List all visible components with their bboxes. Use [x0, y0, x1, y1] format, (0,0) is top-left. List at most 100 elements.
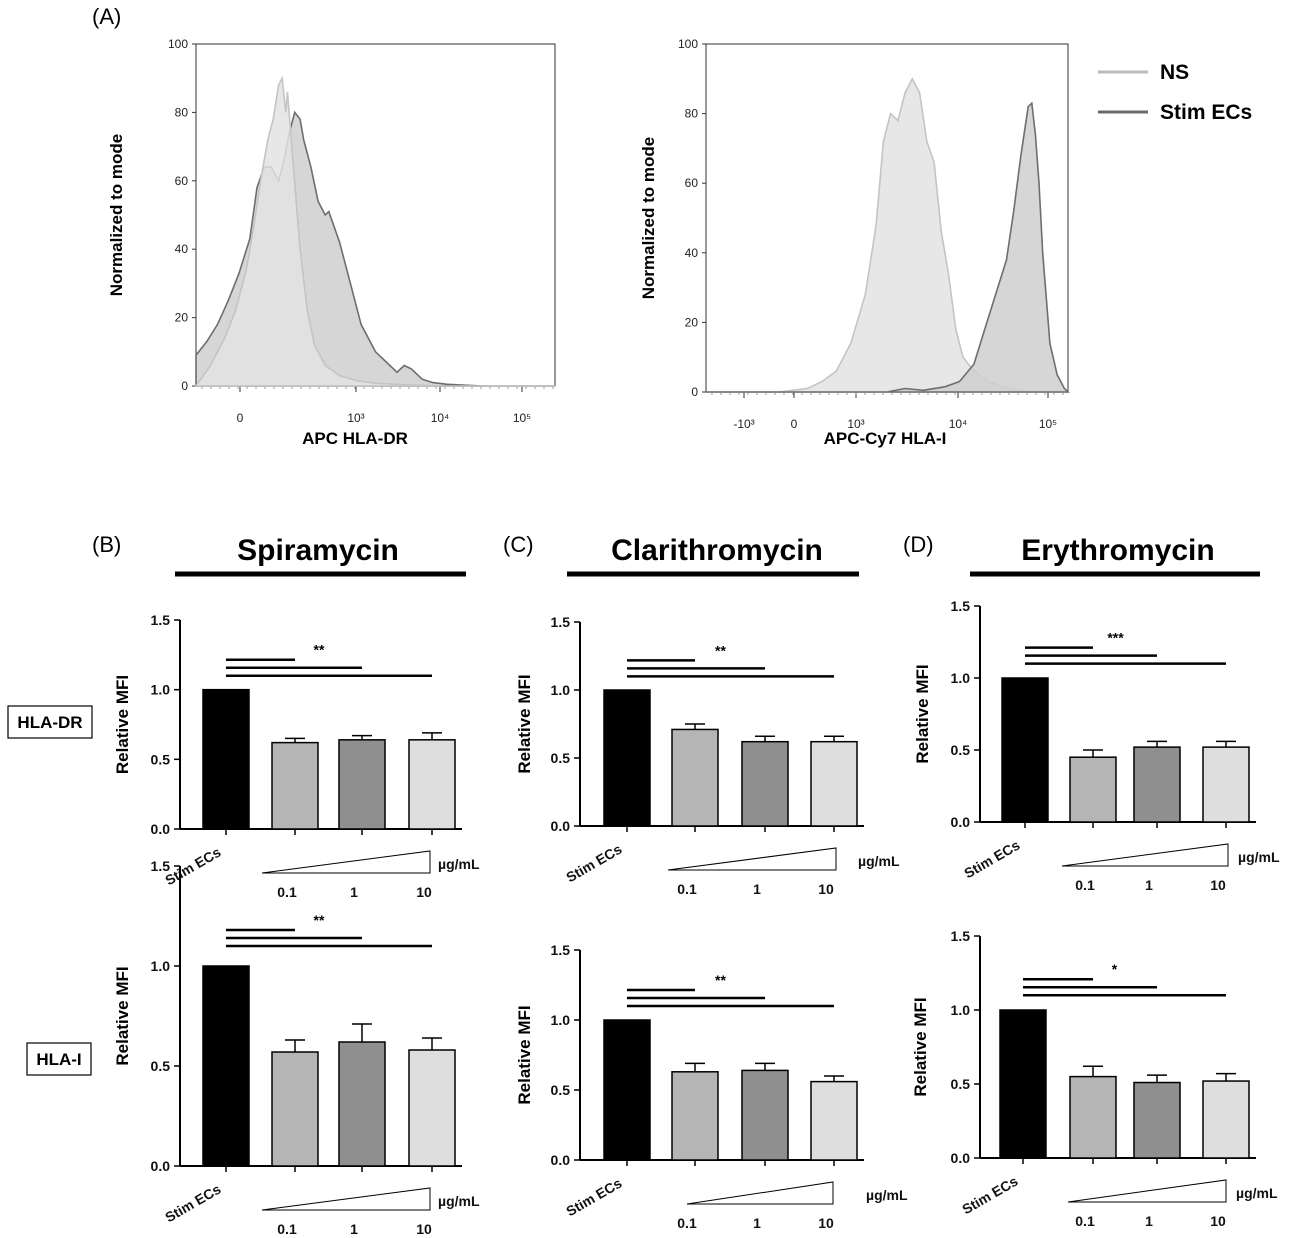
bar-0.1: [1069, 1075, 1117, 1159]
drug-title-0: Spiramycin: [237, 534, 399, 567]
x-tick-label: 0: [791, 417, 798, 431]
drug-title-1: Clarithromycin: [611, 534, 823, 567]
x-tick-label: 0: [237, 411, 244, 425]
category-label-dose: 10: [818, 881, 834, 897]
category-label-stim-ecs: Stim ECs: [961, 837, 1022, 882]
bar-0.1: [1069, 756, 1117, 823]
bar-y-tick-label: 1.5: [551, 614, 571, 630]
dose-unit-label: µg/mL: [858, 853, 900, 869]
category-label-dose: 0.1: [1075, 877, 1095, 893]
category-label-dose: 0.1: [677, 1215, 697, 1231]
y-tick-label: 80: [175, 105, 189, 119]
panel-label-C: (C): [503, 532, 534, 557]
bar-y-tick-label: 1.5: [951, 928, 971, 944]
bar-y-tick-label: 1.5: [551, 942, 571, 958]
bar-stim-ecs: [603, 689, 651, 827]
bar-y-tick-label: 1.0: [951, 1002, 971, 1018]
bar-stim-ecs: [202, 688, 250, 830]
y-tick-label: 20: [685, 315, 699, 329]
category-label-stim-ecs: Stim ECs: [563, 841, 624, 886]
dose-unit-label: µg/mL: [1238, 849, 1280, 865]
histogram-x-axis-title: APC HLA-DR: [302, 429, 408, 448]
panel-label-A: (A): [92, 4, 121, 29]
panel-label-B: (B): [92, 532, 121, 557]
row-label-box: [26, 1042, 92, 1076]
bar-stim-ecs: [1001, 677, 1049, 823]
histogram-series-ns: [194, 75, 555, 387]
bar-y-tick-label: 1.5: [951, 598, 971, 614]
category-label-dose: 1: [753, 1215, 761, 1231]
y-tick-label: 0: [691, 385, 698, 399]
bar-0.1: [271, 741, 319, 830]
histogram-y-axis-title: Normalized to mode: [107, 134, 126, 296]
bar-y-tick-label: 0.0: [151, 1158, 171, 1174]
significance-marker: **: [715, 972, 726, 988]
bar-y-tick-label: 0.5: [151, 1058, 171, 1074]
category-label-stim-ecs: Stim ECs: [162, 1181, 223, 1226]
y-tick-label: 0: [181, 379, 188, 393]
y-tick-label: 20: [175, 311, 189, 325]
bar-10: [408, 739, 456, 830]
histogram-y-axis-title: Normalized to mode: [639, 137, 658, 299]
bar-y-tick-label: 1.0: [151, 682, 171, 698]
bar-y-axis-title: Relative MFI: [911, 997, 930, 1096]
significance-marker: **: [314, 912, 325, 928]
dose-unit-label: µg/mL: [438, 1193, 480, 1209]
category-label-dose: 0.1: [277, 1221, 297, 1237]
bar-y-tick-label: 1.5: [151, 858, 171, 874]
x-tick-label: -10³: [733, 417, 754, 431]
dose-unit-label: µg/mL: [438, 856, 480, 872]
bar-1: [338, 739, 386, 830]
x-tick-label: 10⁵: [1039, 417, 1057, 431]
bar-y-tick-label: 1.5: [151, 612, 171, 628]
category-label-dose: 1: [753, 881, 761, 897]
bar-stim-ecs: [202, 965, 250, 1167]
row-label-box: [7, 705, 93, 739]
category-label-stim-ecs: Stim ECs: [162, 844, 223, 889]
significance-marker: *: [1112, 961, 1118, 977]
bar-y-tick-label: 1.0: [551, 1012, 571, 1028]
significance-marker: ***: [1107, 630, 1124, 646]
x-tick-label: 10⁴: [949, 417, 968, 431]
category-label-dose: 10: [416, 884, 432, 900]
bar-10: [1202, 1080, 1250, 1159]
bar-1: [741, 740, 789, 827]
bar-y-tick-label: 0.5: [951, 1076, 971, 1092]
bar-10: [1202, 746, 1250, 823]
x-tick-label: 10⁴: [431, 411, 450, 425]
y-tick-label: 100: [678, 37, 698, 51]
category-label-dose: 10: [416, 1221, 432, 1237]
dose-gradient-wedge: [1061, 843, 1229, 867]
y-tick-label: 60: [175, 174, 189, 188]
histogram-series-stim-ecs: [706, 101, 1070, 393]
bar-y-tick-label: 0.0: [151, 821, 171, 837]
bar-0.1: [671, 728, 719, 827]
bar-1: [338, 1041, 386, 1167]
bar-0.1: [671, 1071, 719, 1161]
drug-title-2: Erythromycin: [1021, 534, 1214, 567]
dose-unit-label: µg/mL: [1236, 1185, 1278, 1201]
row-label-0: HLA-DR: [17, 713, 82, 732]
category-label-stim-ecs: Stim ECs: [959, 1173, 1020, 1218]
bar-y-tick-label: 0.0: [951, 1150, 971, 1166]
legend-label-1: Stim ECs: [1160, 101, 1252, 124]
category-label-dose: 0.1: [677, 881, 697, 897]
bar-y-axis-title: Relative MFI: [515, 1005, 534, 1104]
y-tick-label: 80: [685, 107, 699, 121]
bar-stim-ecs: [999, 1009, 1047, 1159]
dose-gradient-wedge: [261, 850, 431, 874]
significance-marker: **: [715, 642, 726, 658]
bar-y-tick-label: 1.0: [551, 682, 571, 698]
category-label-dose: 1: [1145, 877, 1153, 893]
x-tick-label: 10³: [347, 411, 364, 425]
bar-y-axis-title: Relative MFI: [113, 966, 132, 1065]
y-tick-label: 40: [175, 242, 189, 256]
bar-1: [1133, 746, 1181, 823]
bar-1: [741, 1069, 789, 1161]
category-label-dose: 1: [1145, 1213, 1153, 1229]
bar-y-tick-label: 0.5: [551, 1082, 571, 1098]
bar-y-tick-label: 0.0: [551, 1152, 571, 1168]
category-label-dose: 10: [1210, 1213, 1226, 1229]
bar-1: [1133, 1081, 1181, 1159]
bar-y-tick-label: 0.0: [951, 814, 971, 830]
